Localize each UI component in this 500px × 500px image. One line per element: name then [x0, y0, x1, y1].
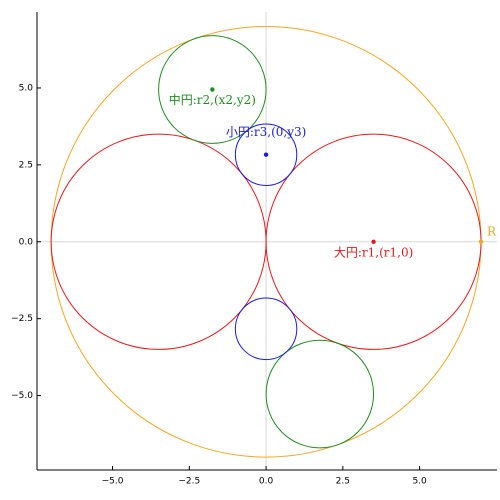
- circle: [158, 35, 267, 144]
- y-tick-label: 5.0: [19, 83, 34, 93]
- circle: [265, 339, 375, 449]
- circle: [234, 297, 298, 361]
- point-label: 小円:r3,(0,y3): [226, 125, 306, 139]
- point-label: 大円:r1,(r1,0): [334, 245, 413, 259]
- y-tick-label: −5.0: [11, 391, 33, 401]
- point-label: 中円:r2,(x2,y2): [169, 92, 256, 107]
- y-tick-label: 0.0: [19, 237, 34, 247]
- marks-layer: [50, 25, 484, 458]
- x-tick-label: 0.0: [259, 477, 274, 487]
- point: [371, 239, 376, 244]
- y-tick-label: −2.5: [11, 314, 33, 324]
- y-tick-label: 2.5: [19, 160, 33, 170]
- x-tick-label: 2.5: [336, 477, 350, 487]
- x-tick-label: −2.5: [178, 477, 200, 487]
- point: [478, 239, 484, 244]
- x-tick-label: −5.0: [102, 477, 124, 487]
- circle: [234, 123, 298, 186]
- point-label: R: [487, 224, 497, 238]
- x-tick-label: 5.0: [412, 477, 427, 487]
- point: [263, 152, 269, 157]
- point: [210, 87, 215, 92]
